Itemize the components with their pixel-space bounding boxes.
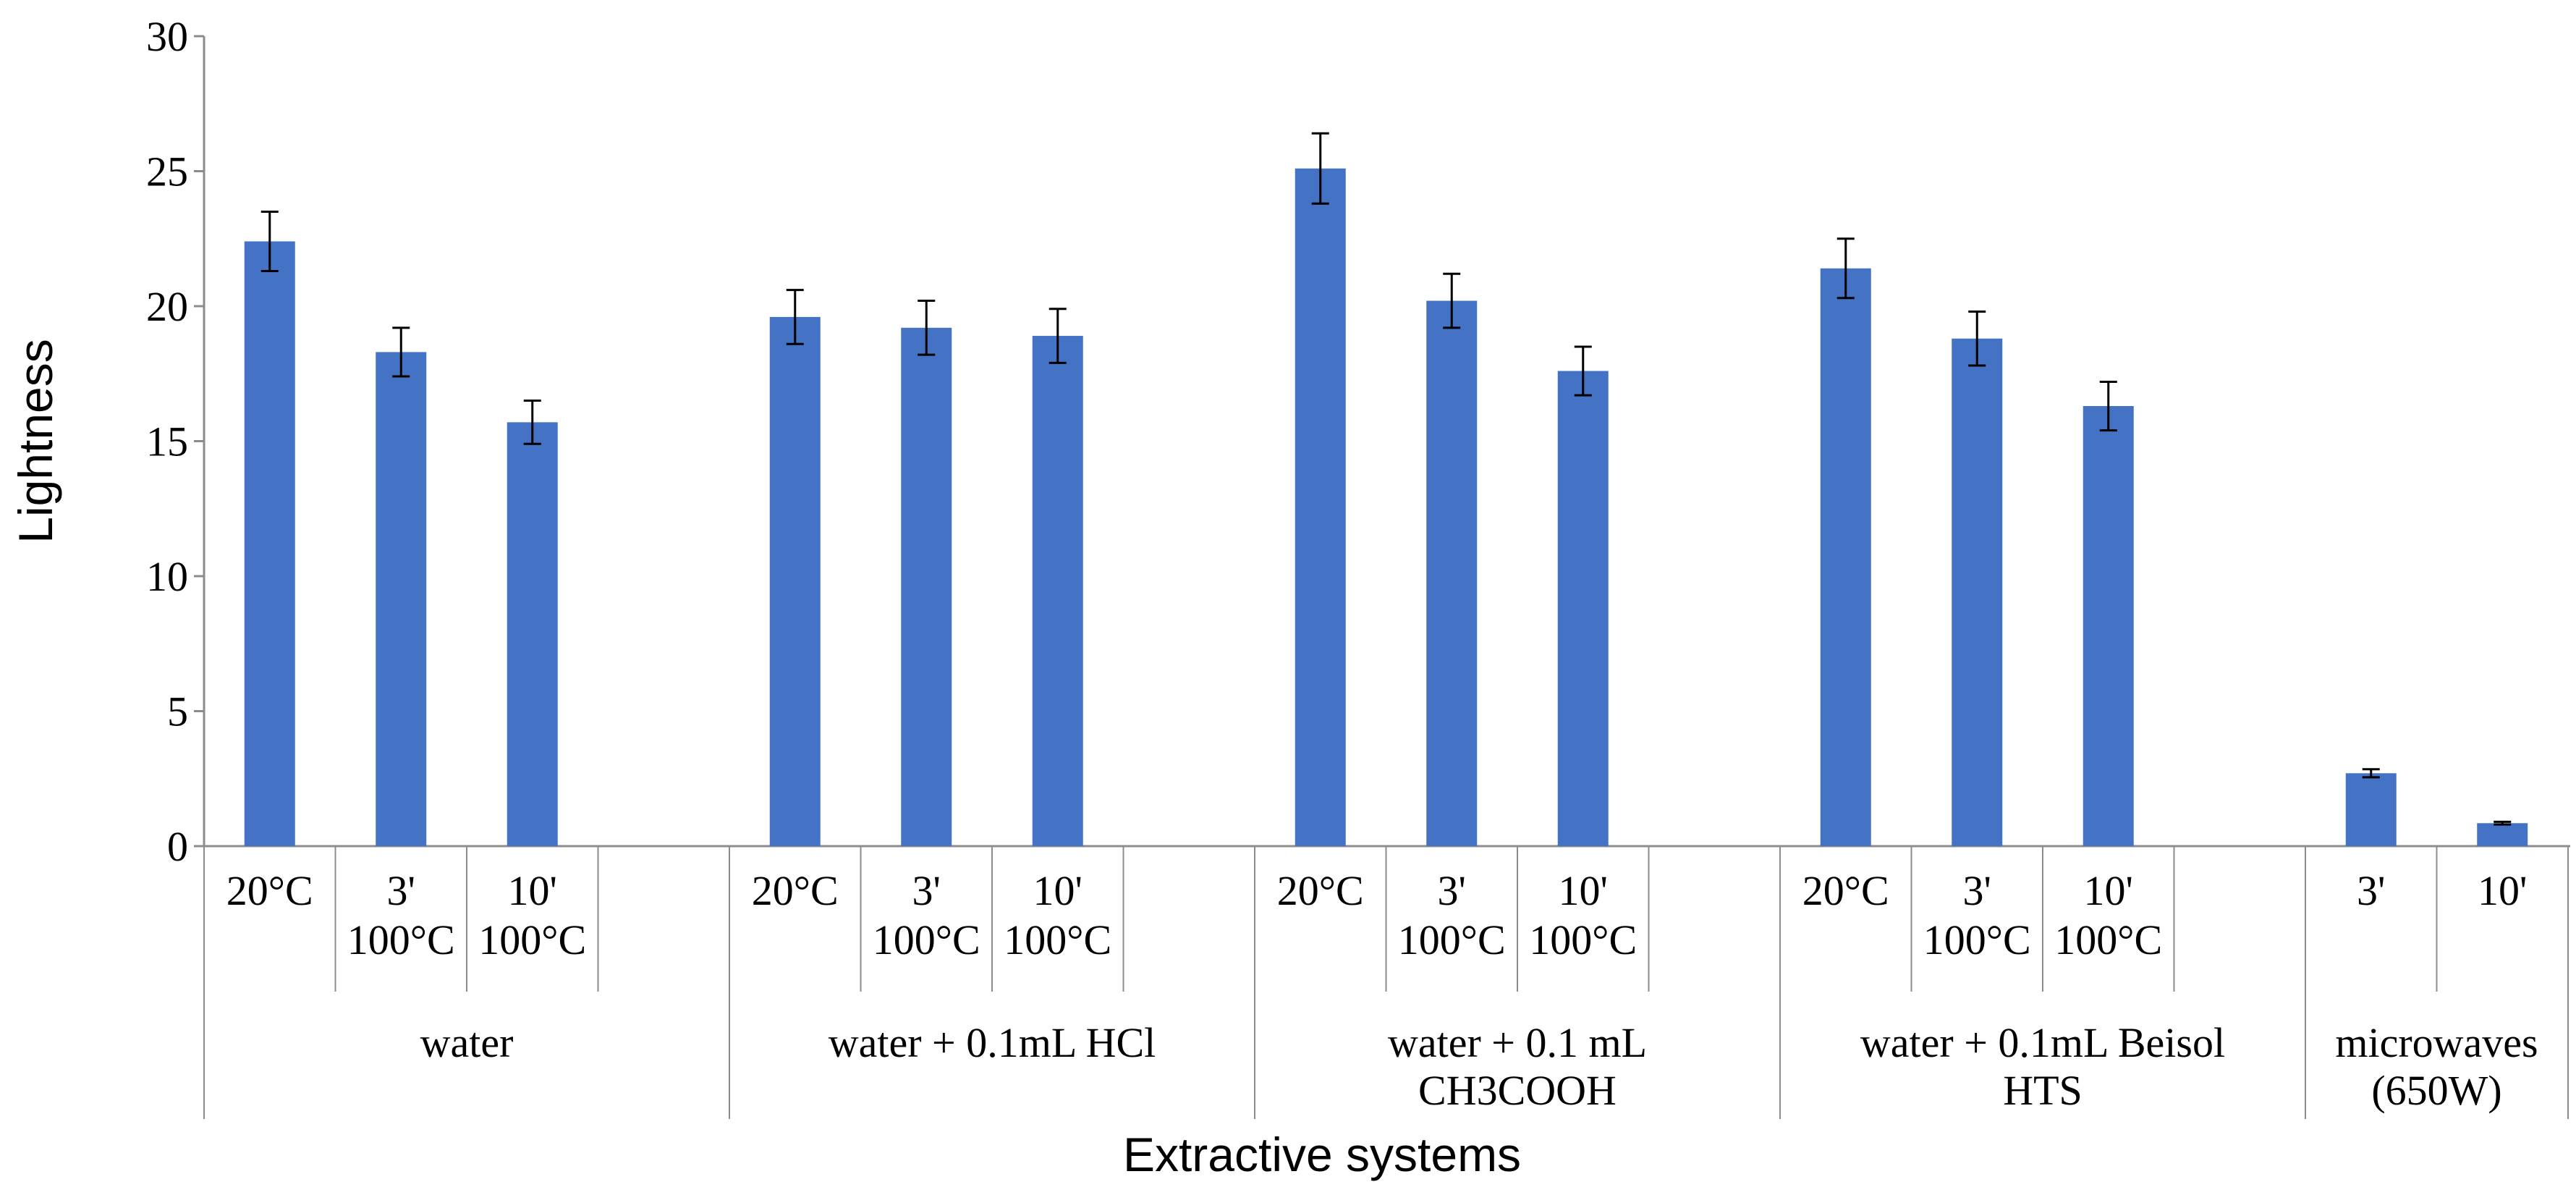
category-label: 20°C — [752, 867, 839, 914]
category-label: 10' 100°C — [478, 867, 586, 963]
category-label-line: 100°C — [347, 916, 455, 963]
bar — [1952, 338, 2003, 846]
category-label-line: 20°C — [1277, 867, 1364, 914]
group-label-line: microwaves — [2335, 1019, 2538, 1066]
category-label-line: 10' — [1033, 867, 1082, 914]
y-tick-label: 10 — [146, 553, 188, 600]
bar — [1032, 336, 1083, 846]
category-label: 3' 100°C — [347, 867, 455, 963]
category-label-line: 10' — [508, 867, 557, 914]
group-label-line: water + 0.1mL Beisol — [1860, 1019, 2225, 1066]
group-label-line: water + 0.1mL HCl — [829, 1019, 1156, 1066]
bar — [1295, 168, 1346, 846]
bar — [2083, 406, 2134, 846]
group-label: water + 0.1mL Beisol HTS — [1860, 1019, 2225, 1114]
y-tick-label: 5 — [167, 688, 188, 735]
group-label-line: CH3COOH — [1418, 1067, 1617, 1114]
category-label-line: 20°C — [226, 867, 313, 914]
y-tick-label: 0 — [167, 823, 188, 870]
category-label-line: 20°C — [752, 867, 839, 914]
category-label-line: 100°C — [478, 916, 586, 963]
category-label-line: 3' — [387, 867, 415, 914]
group-label: water — [420, 1019, 514, 1066]
group-label: water + 0.1 mL CH3COOH — [1388, 1019, 1647, 1114]
category-label-line: 100°C — [1529, 916, 1637, 963]
category-label: 3' 100°C — [1923, 867, 2031, 963]
bar — [376, 352, 427, 846]
group-label-line: water + 0.1 mL — [1388, 1019, 1647, 1066]
category-label-line: 100°C — [2054, 916, 2162, 963]
category-label-line: 3' — [1963, 867, 1991, 914]
category-label-line: 3' — [2357, 867, 2385, 914]
y-tick-label: 20 — [146, 283, 188, 330]
bar — [244, 241, 295, 847]
category-label: 20°C — [226, 867, 313, 914]
category-label-line: 100°C — [1398, 916, 1506, 963]
category-label: 10' — [2478, 867, 2527, 914]
category-label: 20°C — [1277, 867, 1364, 914]
group-label-line: water — [420, 1019, 514, 1066]
category-label-line: 10' — [2478, 867, 2527, 914]
category-label: 10' 100°C — [1004, 867, 1111, 963]
bar — [2345, 773, 2397, 846]
category-label: 20°C — [1802, 867, 1889, 914]
category-label: 10' 100°C — [1529, 867, 1637, 963]
category-label-line: 20°C — [1802, 867, 1889, 914]
category-label: 3' — [2357, 867, 2385, 914]
category-label-line: 100°C — [1004, 916, 1111, 963]
group-label-line: HTS — [2003, 1067, 2083, 1114]
bar — [769, 316, 821, 846]
category-label-line: 10' — [2084, 867, 2133, 914]
category-label: 10' 100°C — [2054, 867, 2162, 963]
category-label-line: 100°C — [873, 916, 980, 963]
bar — [1820, 268, 1871, 846]
y-tick-label: 15 — [146, 418, 188, 465]
y-axis-title: Lightness — [9, 339, 62, 544]
category-label-line: 10' — [1559, 867, 1608, 914]
y-tick-label: 25 — [146, 148, 188, 195]
category-label: 3' 100°C — [1398, 867, 1506, 963]
y-tick-label: 30 — [146, 13, 188, 60]
category-label: 3' 100°C — [873, 867, 980, 963]
group-label: microwaves (650W) — [2335, 1019, 2538, 1114]
bar — [901, 327, 952, 847]
category-label-line: 100°C — [1923, 916, 2031, 963]
bar — [1557, 371, 1609, 846]
x-axis-title: Extractive systems — [1123, 1128, 1521, 1181]
group-label-line: (650W) — [2371, 1067, 2501, 1114]
bar — [507, 422, 558, 846]
category-label-line: 3' — [912, 867, 941, 914]
category-label-line: 3' — [1438, 867, 1466, 914]
bar — [2477, 823, 2528, 846]
group-label: water + 0.1mL HCl — [829, 1019, 1156, 1066]
bar — [1426, 300, 1478, 846]
